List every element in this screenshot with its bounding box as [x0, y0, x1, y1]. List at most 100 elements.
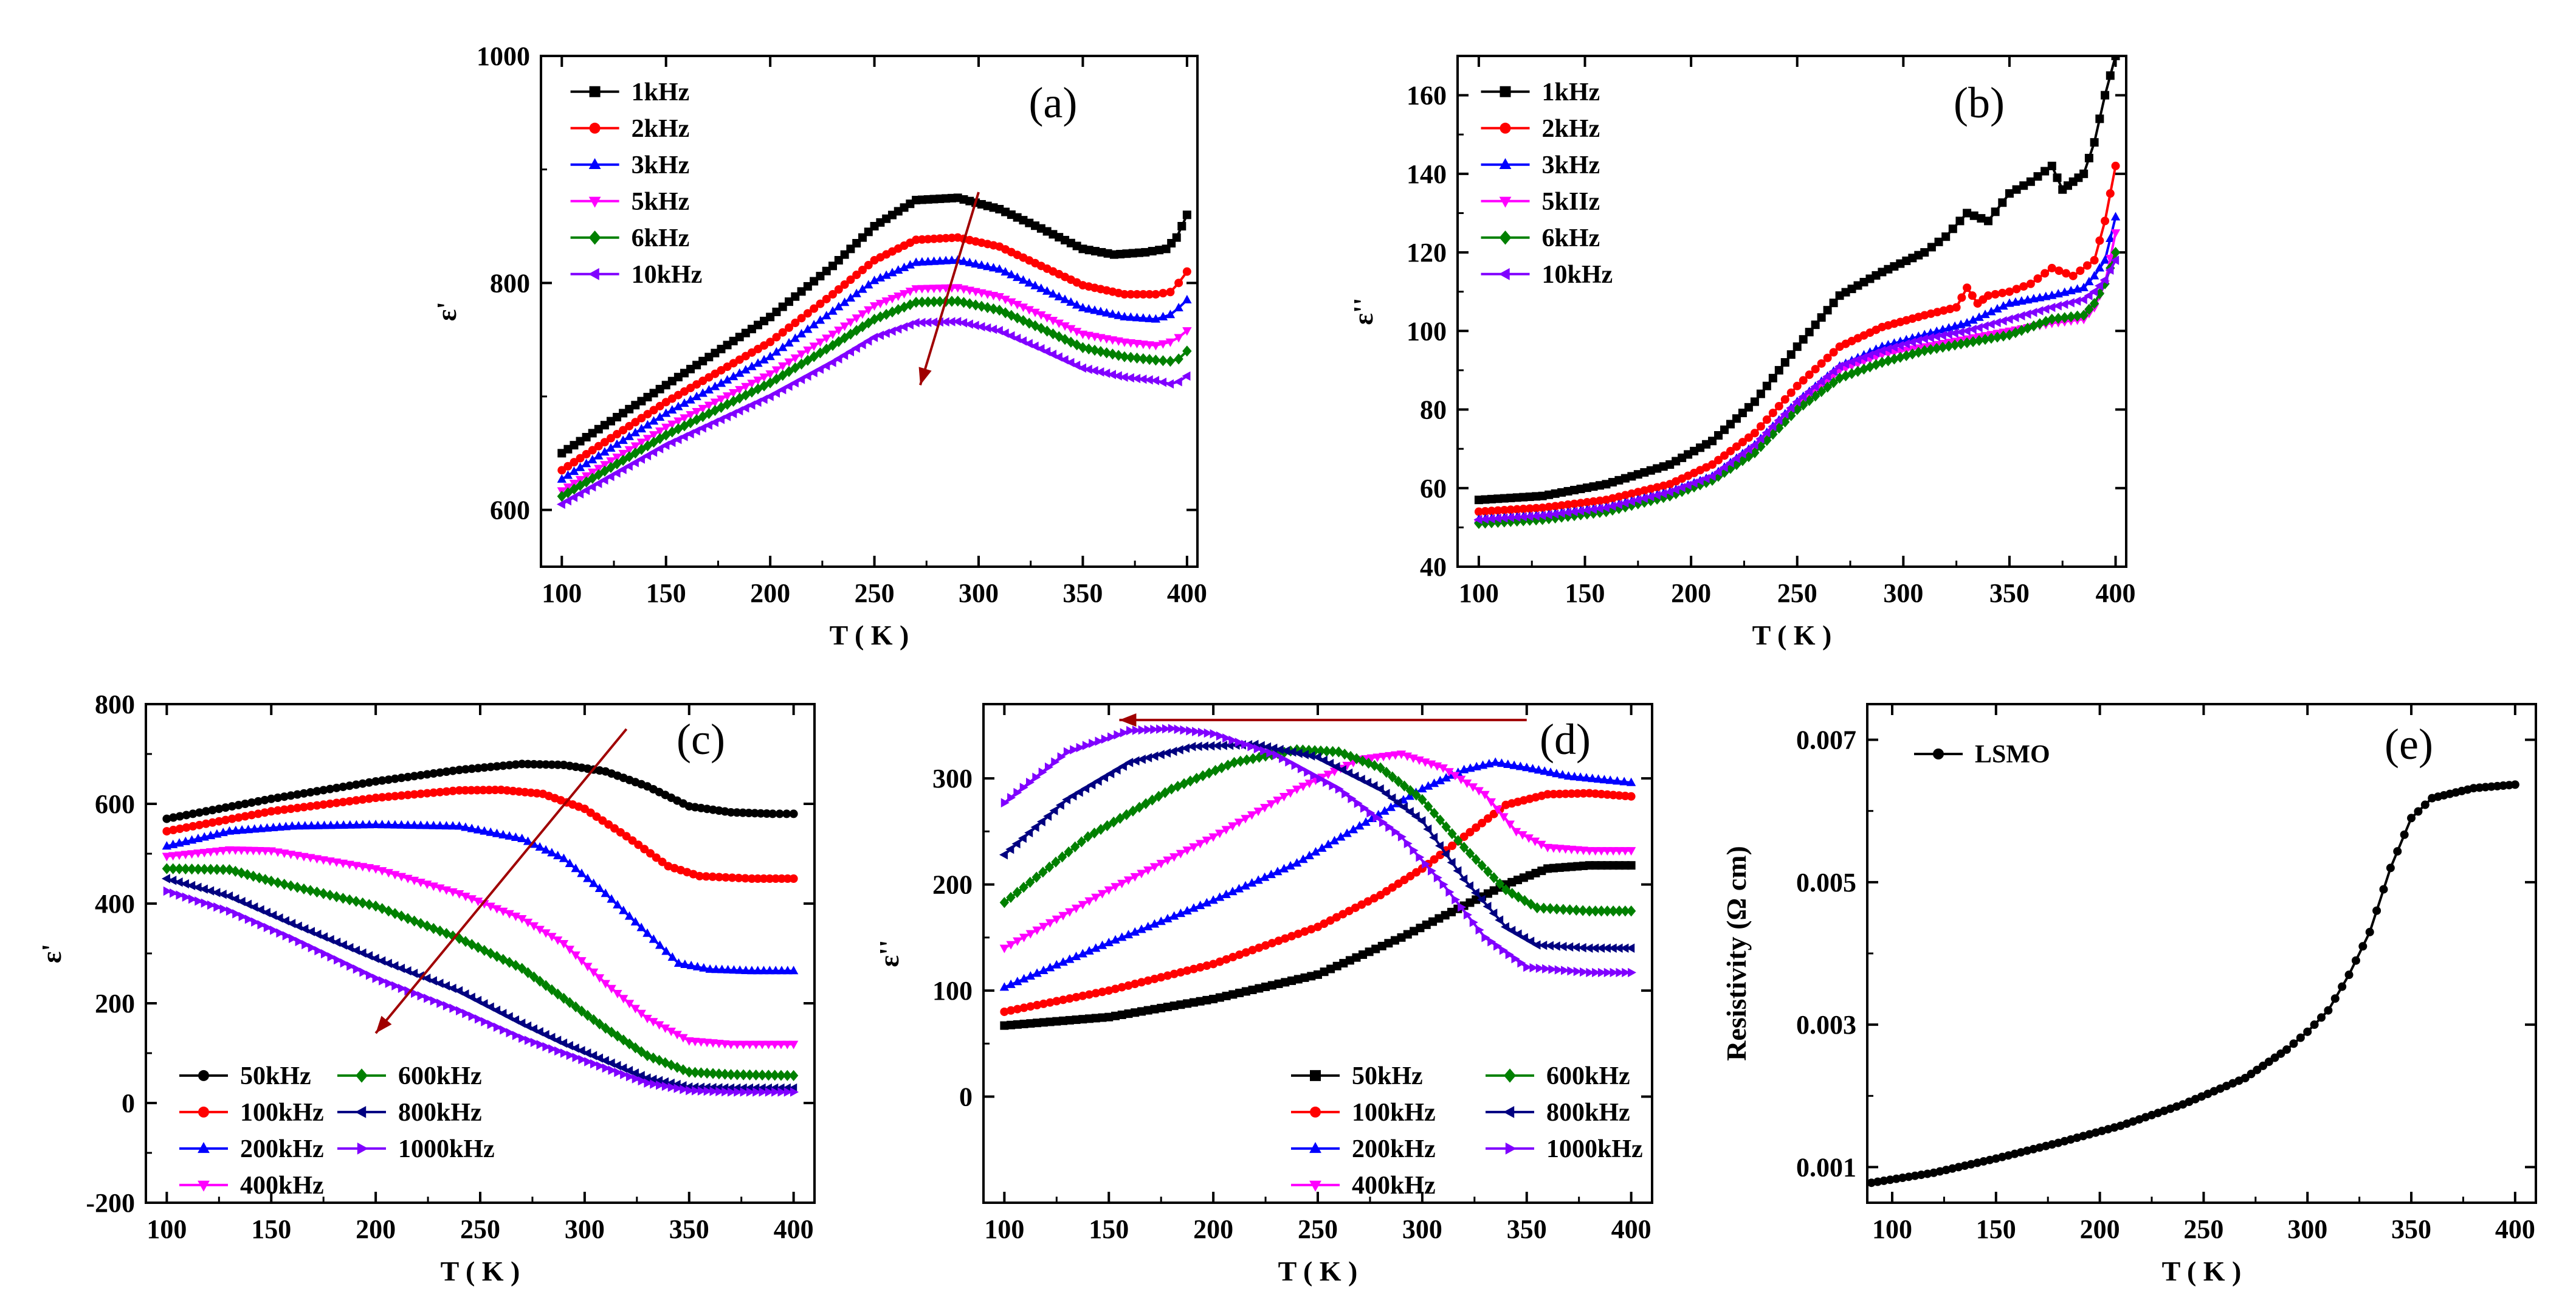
data-point — [556, 499, 565, 510]
data-point — [1253, 875, 1263, 884]
data-point — [740, 403, 749, 413]
data-point — [1798, 392, 1807, 402]
data-point — [281, 821, 291, 831]
data-point — [881, 270, 891, 279]
data-point — [1659, 481, 1668, 490]
data-point — [1578, 905, 1588, 916]
data-point — [1829, 299, 1838, 308]
data-point — [528, 1024, 537, 1034]
data-point — [583, 963, 593, 972]
data-point — [512, 1031, 521, 1040]
legend-label: LSMO — [1975, 741, 2050, 769]
data-point — [2338, 982, 2347, 991]
data-point — [1155, 750, 1165, 759]
data-point — [1613, 776, 1622, 785]
data-point — [704, 385, 714, 394]
data-point — [553, 936, 563, 946]
data-point — [1300, 750, 1309, 759]
data-point — [1386, 802, 1396, 811]
plot-area — [1473, 56, 2121, 530]
data-point — [422, 770, 432, 779]
data-point — [1329, 835, 1340, 845]
data-point — [1078, 949, 1087, 958]
data-point — [789, 809, 798, 818]
data-point — [280, 792, 289, 801]
x-tick-label: 350 — [1989, 578, 2030, 608]
data-point — [911, 317, 920, 328]
data-point — [1579, 967, 1588, 977]
data-point — [553, 988, 563, 1000]
data-point — [1984, 216, 1993, 226]
data-point — [1361, 817, 1371, 826]
data-point — [1563, 500, 1572, 509]
data-point — [1134, 801, 1145, 813]
data-point — [237, 825, 247, 834]
data-point — [778, 328, 787, 337]
data-point — [416, 789, 425, 798]
data-point — [396, 963, 405, 973]
data-point — [1366, 754, 1377, 763]
data-point — [1000, 1021, 1009, 1030]
data-point — [1043, 811, 1052, 821]
plot-frame — [145, 703, 816, 1204]
data-point — [577, 868, 587, 877]
y-tick-label: 100 — [932, 976, 973, 1006]
data-point — [964, 319, 973, 329]
data-point — [1143, 866, 1153, 876]
data-point — [1106, 769, 1115, 778]
data-point — [1157, 973, 1166, 982]
data-point — [371, 794, 381, 803]
data-point — [1052, 960, 1062, 969]
data-point — [1822, 372, 1831, 381]
data-point — [2090, 138, 2099, 147]
data-point — [486, 827, 495, 836]
data-point — [822, 344, 832, 355]
data-point — [1007, 269, 1016, 278]
data-point — [422, 973, 431, 983]
data-point — [803, 309, 812, 318]
data-point — [371, 777, 381, 786]
data-point — [1155, 246, 1164, 255]
data-point — [1166, 288, 1175, 297]
data-point — [1512, 512, 1521, 522]
data-point — [241, 812, 250, 821]
data-point — [1372, 753, 1382, 762]
panel-label: (b) — [1954, 78, 2005, 127]
data-point — [1563, 508, 1572, 517]
data-point — [559, 940, 569, 949]
data-point — [1941, 232, 1951, 241]
data-point — [1072, 992, 1081, 1001]
data-point — [994, 293, 1004, 302]
data-point — [557, 474, 567, 483]
series-50kHz — [162, 759, 798, 823]
data-point — [339, 820, 348, 829]
data-point — [1459, 874, 1468, 884]
data-point — [1620, 491, 1630, 500]
data-point — [384, 792, 393, 801]
data-point — [1950, 339, 1960, 351]
data-point — [1328, 745, 1338, 758]
data-point — [596, 1061, 605, 1071]
data-point — [1557, 770, 1568, 779]
data-point — [1018, 336, 1027, 346]
data-point — [492, 828, 502, 837]
data-point — [784, 337, 794, 347]
data-point — [741, 382, 751, 392]
data-point — [1104, 1012, 1114, 1022]
data-point — [1107, 370, 1117, 379]
data-point — [212, 888, 221, 897]
data-point — [1793, 381, 1802, 390]
data-point — [215, 804, 224, 814]
data-point — [1354, 798, 1363, 808]
data-point — [163, 886, 172, 896]
data-point — [625, 421, 634, 431]
data-point — [1793, 404, 1802, 415]
data-point — [613, 1030, 622, 1042]
data-point — [1195, 901, 1205, 910]
data-point — [778, 342, 788, 351]
data-point — [1468, 783, 1478, 792]
data-point — [1101, 347, 1112, 359]
data-point — [1447, 828, 1457, 840]
panel-label: (e) — [2385, 720, 2433, 769]
data-point — [858, 266, 867, 274]
